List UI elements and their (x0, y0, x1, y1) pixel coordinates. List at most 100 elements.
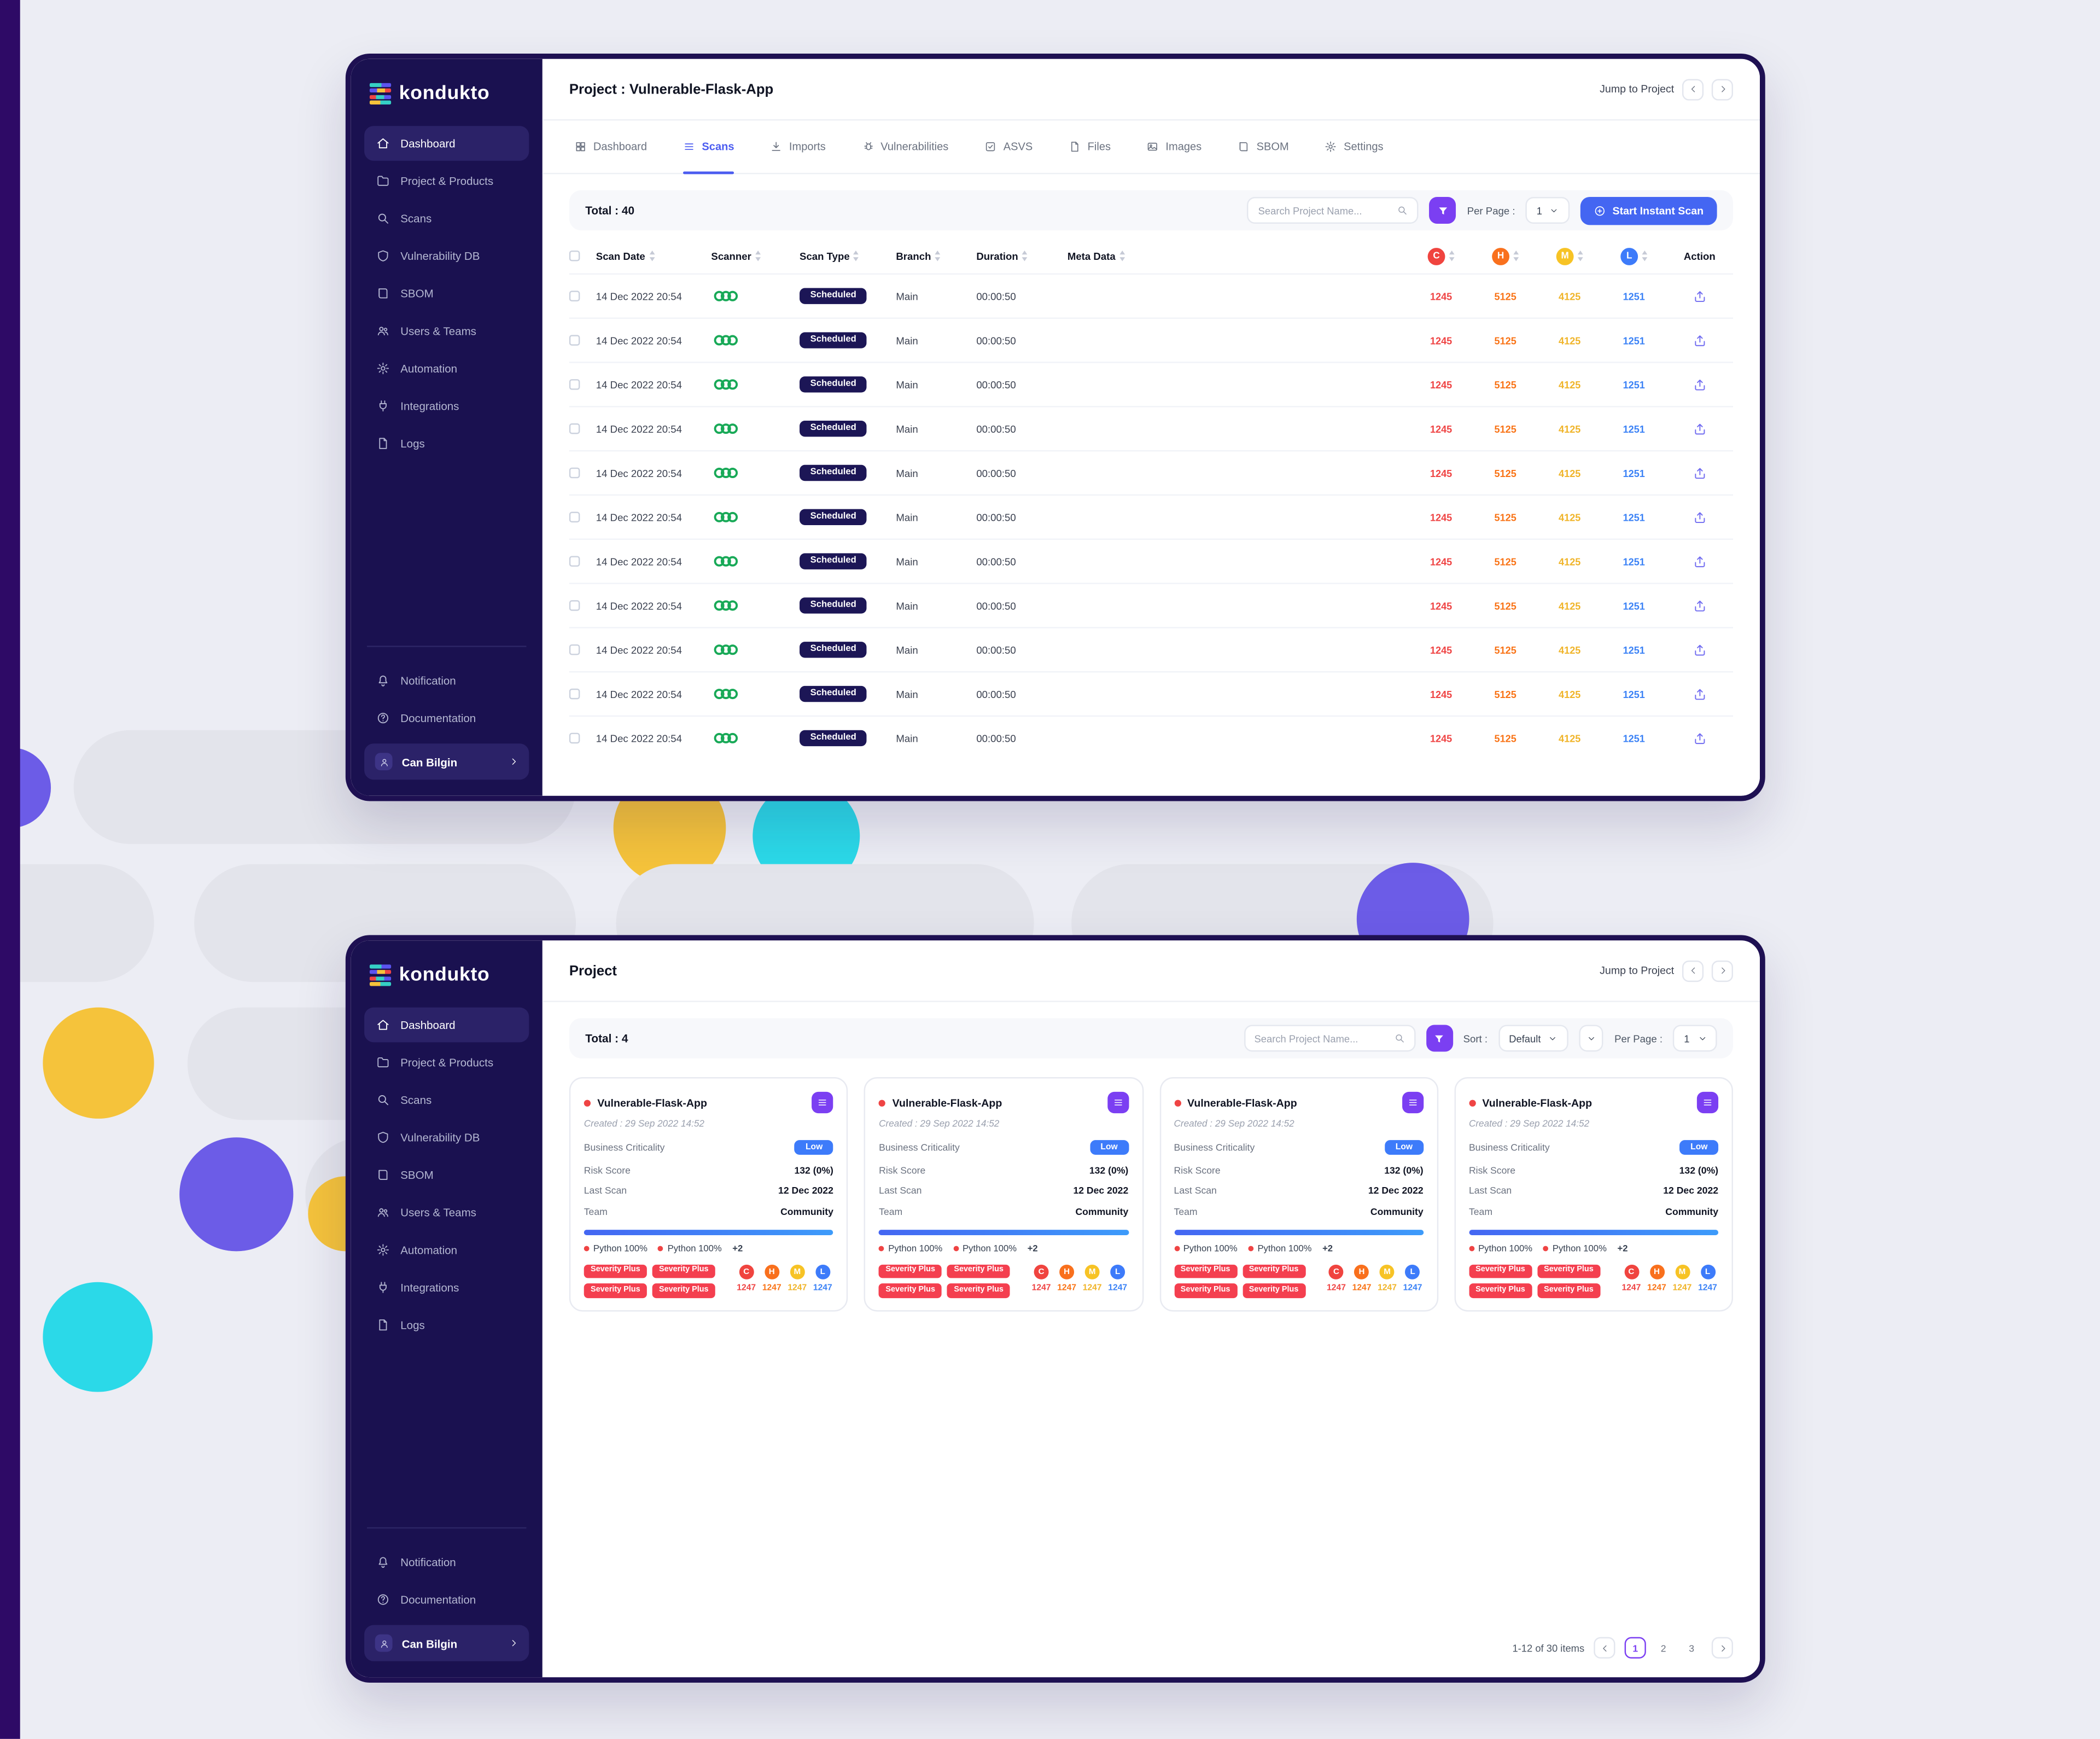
tab-asvs[interactable]: ASVS (984, 120, 1032, 173)
sidebar-item-logs[interactable]: Logs (364, 426, 529, 461)
page-number-button[interactable]: 1 (1624, 1637, 1646, 1659)
user-menu[interactable]: Can Bilgin (364, 743, 529, 780)
row-checkbox[interactable] (569, 335, 580, 346)
tab-scans[interactable]: Scans (683, 120, 734, 175)
sidebar-item-integrations[interactable]: Integrations (364, 1270, 529, 1305)
card-menu-button[interactable] (1696, 1091, 1719, 1114)
tab-settings[interactable]: Settings (1325, 120, 1384, 173)
sort-icon[interactable] (649, 251, 655, 261)
sidebar-item-project-products[interactable]: Project & Products (364, 1045, 529, 1080)
project-card[interactable]: Vulnerable-Flask-App Created : 29 Sep 20… (1159, 1077, 1438, 1312)
prev-project-button[interactable] (1682, 78, 1704, 100)
project-card[interactable]: Vulnerable-Flask-App Created : 29 Sep 20… (569, 1077, 848, 1312)
export-scan-button[interactable] (1693, 731, 1707, 746)
row-checkbox[interactable] (569, 644, 580, 655)
scan-table-row[interactable]: 14 Dec 2022 20:54 Scheduled Main 00:00:5… (569, 538, 1734, 583)
scan-table-row[interactable]: 14 Dec 2022 20:54 Scheduled Main 00:00:5… (569, 273, 1734, 318)
card-menu-button[interactable] (1107, 1091, 1129, 1114)
start-instant-scan-button[interactable]: Start Instant Scan (1580, 196, 1717, 225)
sidebar-item-documentation[interactable]: Documentation (364, 701, 529, 736)
project-card[interactable]: Vulnerable-Flask-App Created : 29 Sep 20… (864, 1077, 1144, 1312)
card-menu-button[interactable] (1402, 1091, 1424, 1114)
scan-table-row[interactable]: 14 Dec 2022 20:54 Scheduled Main 00:00:5… (569, 671, 1734, 716)
scan-table-row[interactable]: 14 Dec 2022 20:54 Scheduled Main 00:00:5… (569, 494, 1734, 539)
export-scan-button[interactable] (1693, 377, 1707, 392)
sidebar-item-notification[interactable]: Notification (364, 1545, 529, 1580)
user-menu[interactable]: Can Bilgin (364, 1625, 529, 1661)
tab-dashboard[interactable]: Dashboard (575, 120, 647, 173)
sort-icon[interactable] (1577, 251, 1583, 261)
sidebar-item-dashboard[interactable]: Dashboard (364, 126, 529, 161)
row-checkbox[interactable] (569, 423, 580, 434)
sidebar-item-logs[interactable]: Logs (364, 1307, 529, 1342)
next-project-button[interactable] (1711, 78, 1734, 100)
sort-direction-select[interactable] (1579, 1025, 1604, 1052)
prev-project-button[interactable] (1682, 959, 1704, 981)
select-all-checkbox[interactable] (569, 250, 580, 261)
row-checkbox[interactable] (569, 556, 580, 567)
export-scan-button[interactable] (1693, 466, 1707, 480)
scan-table-row[interactable]: 14 Dec 2022 20:54 Scheduled Main 00:00:5… (569, 450, 1734, 495)
prev-page-button[interactable] (1594, 1637, 1615, 1659)
row-checkbox[interactable] (569, 379, 580, 390)
row-checkbox[interactable] (569, 732, 580, 744)
scan-table-row[interactable]: 14 Dec 2022 20:54 Scheduled Main 00:00:5… (569, 317, 1734, 362)
sort-icon[interactable] (1513, 251, 1519, 261)
row-checkbox[interactable] (569, 511, 580, 523)
sidebar-item-users-teams[interactable]: Users & Teams (364, 313, 529, 348)
sidebar-item-integrations[interactable]: Integrations (364, 388, 529, 423)
per-page-select[interactable]: 1 (1673, 1025, 1717, 1052)
per-page-select[interactable]: 1 (1526, 197, 1570, 224)
export-scan-button[interactable] (1693, 422, 1707, 436)
project-card[interactable]: Vulnerable-Flask-App Created : 29 Sep 20… (1454, 1077, 1734, 1312)
sidebar-item-users-teams[interactable]: Users & Teams (364, 1195, 529, 1230)
row-checkbox[interactable] (569, 467, 580, 479)
sort-icon[interactable] (1642, 251, 1648, 261)
export-scan-button[interactable] (1693, 598, 1707, 613)
sidebar-item-vulnerability-db[interactable]: Vulnerability DB (364, 1120, 529, 1155)
export-scan-button[interactable] (1693, 333, 1707, 347)
sort-icon[interactable] (854, 251, 859, 261)
card-menu-button[interactable] (812, 1091, 833, 1114)
export-scan-button[interactable] (1693, 554, 1707, 568)
row-checkbox[interactable] (569, 688, 580, 700)
search-input[interactable] (1258, 204, 1391, 217)
tab-files[interactable]: Files (1069, 120, 1111, 173)
tab-imports[interactable]: Imports (771, 120, 826, 173)
sidebar-item-project-products[interactable]: Project & Products (364, 164, 529, 199)
sort-icon[interactable] (1119, 251, 1125, 261)
sort-icon[interactable] (935, 251, 941, 261)
sort-select[interactable]: Default (1498, 1025, 1568, 1052)
export-scan-button[interactable] (1693, 510, 1707, 524)
sidebar-item-notification[interactable]: Notification (364, 663, 529, 698)
sidebar-item-dashboard[interactable]: Dashboard (364, 1007, 529, 1043)
search-input[interactable] (1254, 1032, 1387, 1044)
tab-vulnerabilities[interactable]: Vulnerabilities (862, 120, 948, 173)
filter-button[interactable] (1425, 1025, 1452, 1052)
scan-table-row[interactable]: 14 Dec 2022 20:54 Scheduled Main 00:00:5… (569, 406, 1734, 450)
export-scan-button[interactable] (1693, 643, 1707, 657)
sidebar-item-sbom[interactable]: SBOM (364, 276, 529, 311)
search-box[interactable] (1243, 1025, 1415, 1052)
sidebar-item-scans[interactable]: Scans (364, 201, 529, 236)
sidebar-item-automation[interactable]: Automation (364, 1232, 529, 1267)
search-box[interactable] (1247, 197, 1419, 224)
sidebar-item-scans[interactable]: Scans (364, 1083, 529, 1118)
sidebar-item-vulnerability-db[interactable]: Vulnerability DB (364, 239, 529, 274)
tab-sbom[interactable]: SBOM (1238, 120, 1289, 173)
page-number-button[interactable]: 2 (1653, 1637, 1675, 1659)
filter-button[interactable] (1430, 197, 1457, 224)
scan-table-row[interactable]: 14 Dec 2022 20:54 Scheduled Main 00:00:5… (569, 627, 1734, 671)
scan-table-row[interactable]: 14 Dec 2022 20:54 Scheduled Main 00:00:5… (569, 715, 1734, 760)
export-scan-button[interactable] (1693, 687, 1707, 701)
export-scan-button[interactable] (1693, 289, 1707, 303)
scan-table-row[interactable]: 14 Dec 2022 20:54 Scheduled Main 00:00:5… (569, 362, 1734, 406)
row-checkbox[interactable] (569, 290, 580, 302)
sort-icon[interactable] (755, 251, 761, 261)
sidebar-item-sbom[interactable]: SBOM (364, 1158, 529, 1193)
next-page-button[interactable] (1711, 1637, 1734, 1659)
next-project-button[interactable] (1711, 959, 1734, 981)
sidebar-item-automation[interactable]: Automation (364, 351, 529, 386)
sort-icon[interactable] (1022, 251, 1028, 261)
sidebar-item-documentation[interactable]: Documentation (364, 1582, 529, 1617)
